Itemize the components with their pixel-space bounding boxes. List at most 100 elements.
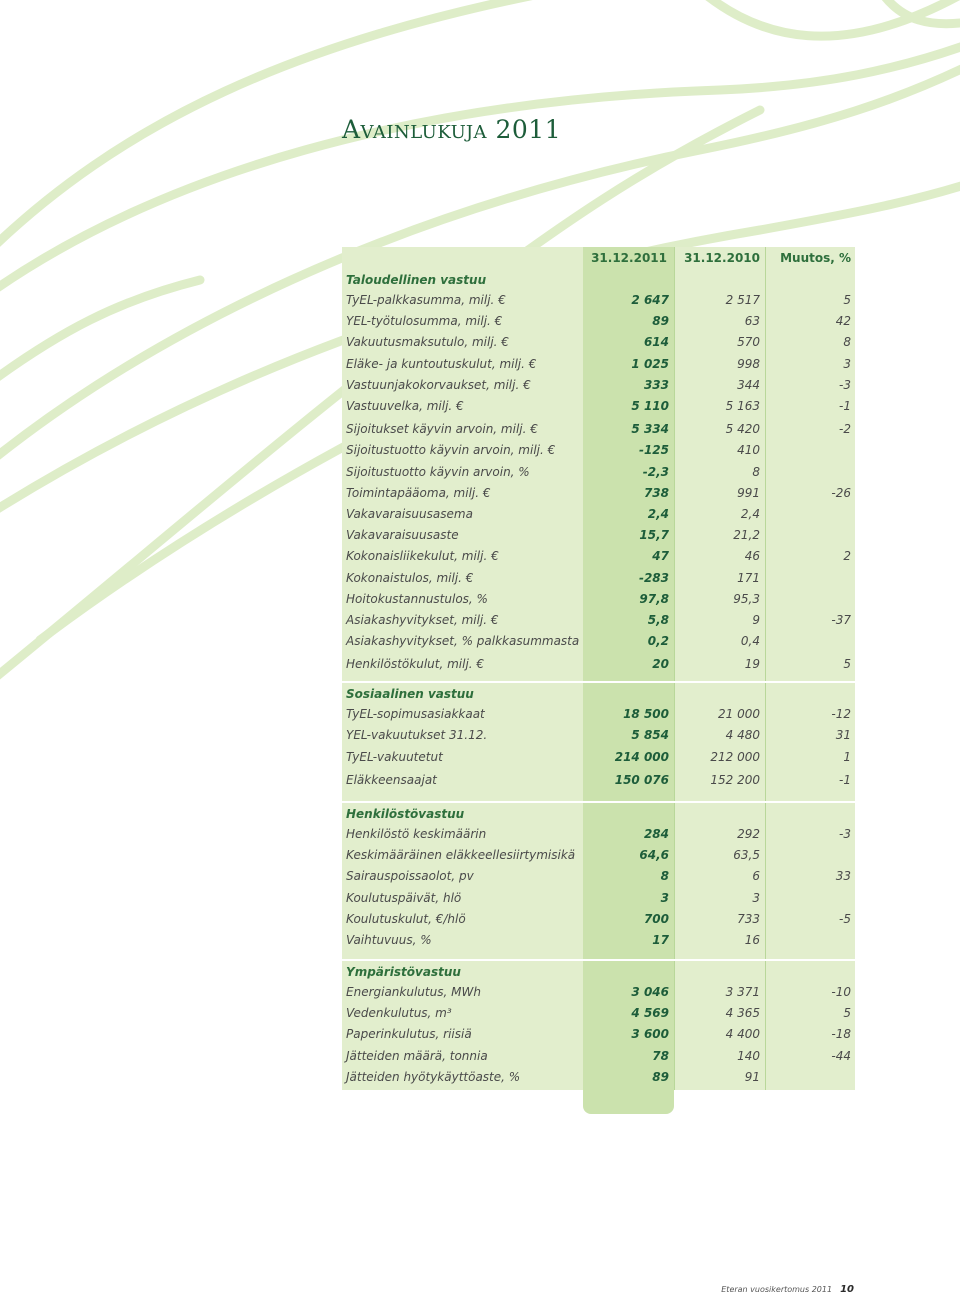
value-2011: 214 000 [614,749,669,764]
row-label: Paperinkulutus, riisiä [346,1027,472,1042]
value-2010: 16 [744,933,760,947]
row-label: Keskimääräinen eläkkeellesiirtymisikä [346,848,576,863]
value-change: 42 [835,314,851,329]
value-2011: 614 [643,335,669,350]
section-separator [342,681,855,683]
value-2011: 700 [643,911,669,926]
row-label: Henkilöstö keskimäärin [346,827,487,841]
value-change: 1 [843,749,851,764]
value-2011: 3 600 [631,1027,669,1042]
row-label: Jätteiden hyötykäyttöaste, % [346,1069,521,1084]
value-change: -26 [831,485,851,500]
value-2010: 21 000 [718,707,760,721]
value-2011: 1 025 [631,356,669,371]
value-2010: 998 [737,356,760,371]
table-row: Asiakashyvitykset, milj. € 5,8 9 -37 [342,611,855,632]
table-row: Vakavaraisuusaste 15,7 21,2 [342,526,855,547]
value-2011: 5,8 [647,613,669,627]
value-2011: 20 [652,657,669,672]
value-change: -1 [839,773,851,788]
row-label: Sijoitustuotto käyvin arvoin, milj. € [346,443,556,458]
footer-text: Eteran vuosikertomus 2011 [721,1285,833,1294]
value-2011: 4 569 [631,1006,669,1021]
value-2010: 46 [744,549,760,564]
page-footer: Eteran vuosikertomus 2011 10 [721,1284,854,1295]
table-row: Henkilöstö keskimäärin 284 292 -3 [342,825,855,846]
row-label: Vakavaraisuusaste [346,528,459,543]
row-label: Jätteiden määrä, tonnia [346,1048,488,1063]
row-label: Henkilöstökulut, milj. € [346,657,485,672]
table-row: Jätteiden hyötykäyttöaste, % 89 91 [342,1068,855,1089]
column-header-2010: 31.12.2010 [684,251,760,265]
value-2011: 15,7 [639,528,669,543]
value-2011: -283 [638,570,669,585]
value-2010: 2,4 [740,507,760,521]
value-2010: 5 420 [725,422,760,437]
value-2010: 140 [737,1048,760,1063]
value-2010: 6 [752,869,760,884]
row-label: Sairauspoissaolot, pv [346,869,474,884]
row-label: Toimintapääoma, milj. € [346,485,491,500]
table-row: Toimintapääoma, milj. € 738 991 -26 [342,484,855,505]
value-2010: 63,5 [733,848,760,863]
value-2011: 5 110 [631,399,669,413]
table-row: Vastuuvelka, milj. € 5 110 5 163 -1 [342,397,855,418]
row-label: Vakuutusmaksutulo, milj. € [346,335,509,350]
value-2011: 284 [643,827,669,841]
value-2010: 4 365 [725,1006,760,1021]
table-row: Eläkkeensaajat 150 076 152 200 -1 [342,771,855,792]
row-label: Asiakashyvitykset, % palkkasummasta [346,634,580,649]
value-2010: 212 000 [710,749,760,764]
table-row: Koulutuskulut, €/hlö 700 733 -5 [342,910,855,931]
value-2010: 171 [737,570,760,585]
column-divider [674,247,675,1090]
value-change: 2 [843,549,851,564]
row-label: Energiankulutus, MWh [346,985,481,999]
value-2011: -125 [638,443,669,458]
section-title: Henkilöstövastuu [346,807,465,821]
table-row: YEL-vakuutukset 31.12. 5 854 4 480 31 [342,726,855,747]
section-separator [342,801,855,803]
value-2011: 150 076 [614,773,669,788]
table-row: Vedenkulutus, m³ 4 569 4 365 5 [342,1004,855,1025]
value-change: -1 [839,399,851,413]
page-title: Avainlukuja 2011 [342,115,562,144]
value-change: -18 [831,1027,851,1042]
table-row: Jätteiden määrä, tonnia 78 140 -44 [342,1047,855,1068]
value-change: 5 [843,657,851,672]
column-divider [765,247,766,1090]
table-row: Energiankulutus, MWh 3 046 3 371 -10 [342,983,855,1004]
table-header: 31.12.2011 31.12.2010 Muutos, % [342,247,855,269]
value-2011: 738 [643,485,669,500]
row-label: Eläkkeensaajat [346,773,437,788]
row-label: Hoitokustannustulos, % [346,591,488,606]
value-2011: 3 046 [631,985,669,999]
value-2011: 89 [652,1069,669,1084]
value-change: 8 [843,335,851,350]
value-2011: 2,4 [647,507,669,521]
value-2011: 5 334 [631,422,669,437]
value-change: -37 [831,613,851,627]
value-change: -3 [839,827,851,841]
row-label: Asiakashyvitykset, milj. € [346,613,499,627]
value-2010: 0,4 [740,634,760,649]
value-2010: 344 [737,377,760,392]
row-label: Vaihtuvuus, % [346,933,432,947]
value-2011: 89 [652,314,669,329]
value-2010: 21,2 [733,528,760,543]
table-row: YEL-työtulosumma, milj. € 89 63 42 [342,312,855,333]
value-2010: 63 [744,314,760,329]
value-2010: 19 [744,657,760,672]
table-row: Eläke- ja kuntoutuskulut, milj. € 1 025 99… [342,355,855,376]
value-change: -44 [831,1048,851,1063]
table-row: Keskimääräinen eläkkeellesiirtymisikä 64,… [342,846,855,867]
value-2010: 9 [752,613,760,627]
value-2010: 3 371 [725,985,760,999]
row-label: Koulutuspäivät, hlö [346,890,462,905]
value-2010: 8 [752,464,760,479]
value-2010: 410 [737,443,760,458]
value-2011: 47 [652,549,669,564]
section-title: Ympäristövastuu [346,965,461,979]
table-row: Sijoitustuotto käyvin arvoin, milj. € -12… [342,441,855,462]
page-number: 10 [840,1284,854,1295]
